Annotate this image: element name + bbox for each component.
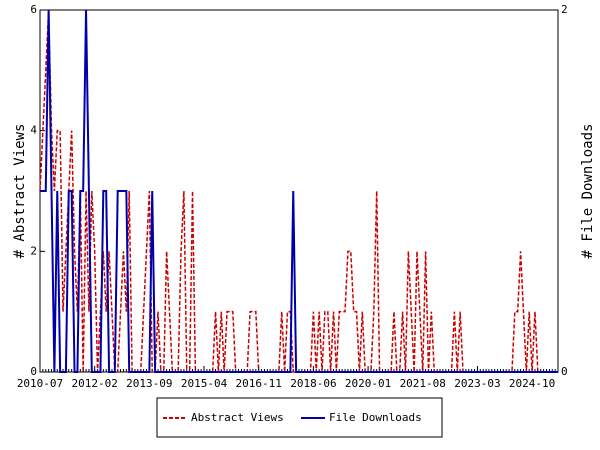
y-tick-label: 6 xyxy=(30,3,37,16)
x-tick-label: 2021-08 xyxy=(400,377,446,390)
y-axis-label: # Abstract Views xyxy=(12,124,28,259)
x-tick-label: 2016-11 xyxy=(236,377,282,390)
x-tick-label: 2013-09 xyxy=(126,377,172,390)
x-tick-label: 2020-01 xyxy=(345,377,391,390)
legend-label: Abstract Views xyxy=(191,411,284,424)
y-tick-label: 0 xyxy=(30,365,37,378)
legend-label: File Downloads xyxy=(329,411,422,424)
x-tick-label: 2012-02 xyxy=(71,377,117,390)
x-tick-label: 2024-10 xyxy=(509,377,555,390)
x-tick-label: 2010-07 xyxy=(17,377,63,390)
y2-tick-label: 2 xyxy=(561,3,568,16)
x-tick-label: 2018-06 xyxy=(290,377,336,390)
x-tick-label: 2023-03 xyxy=(454,377,500,390)
y-tick-label: 4 xyxy=(30,124,37,137)
y2-tick-label: 0 xyxy=(561,365,568,378)
y2-axis-label: # File Downloads xyxy=(580,124,596,259)
series-line xyxy=(40,9,558,373)
x-tick-label: 2015-04 xyxy=(181,377,228,390)
y-tick-label: 2 xyxy=(30,244,37,257)
legend xyxy=(156,397,443,438)
